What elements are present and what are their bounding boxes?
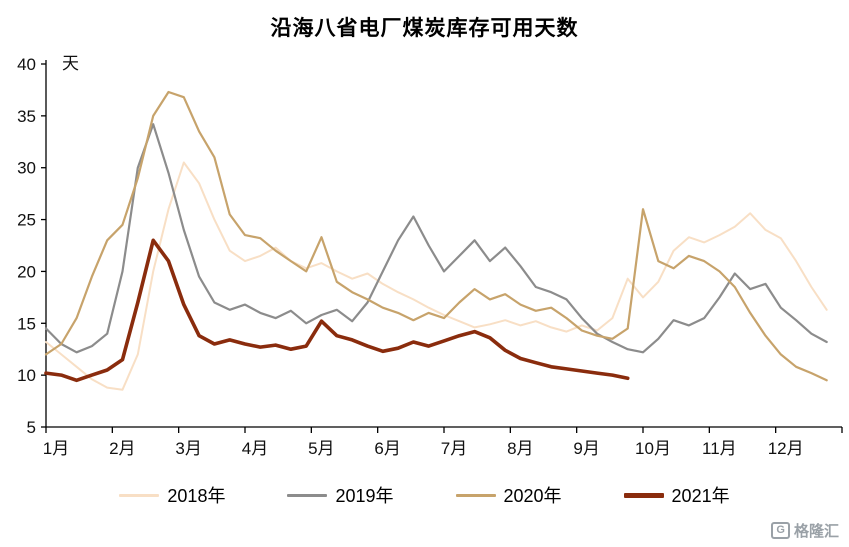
gelonghui-logo-text: 格隆汇 bbox=[793, 523, 839, 540]
legend-label: 2019年 bbox=[335, 486, 394, 506]
series-line-2021年 bbox=[44, 238, 630, 383]
legend-item-2019年: 2019年 bbox=[287, 482, 394, 508]
x-tick-label: 6月 bbox=[374, 439, 400, 458]
x-tick-label: 12月 bbox=[768, 439, 804, 458]
y-tick-label: 40 bbox=[17, 55, 36, 74]
y-tick-label: 25 bbox=[17, 211, 36, 230]
y-axis-unit-label: 天 bbox=[62, 54, 79, 73]
y-tick-label: 5 bbox=[27, 418, 36, 437]
x-tick-label: 5月 bbox=[308, 439, 334, 458]
legend-label: 2018年 bbox=[167, 486, 226, 506]
series-line-2020年 bbox=[44, 90, 828, 382]
legend-item-2020年: 2020年 bbox=[455, 482, 562, 508]
legend-swatch bbox=[455, 493, 496, 497]
y-tick-label: 35 bbox=[17, 107, 36, 126]
y-tick-label: 30 bbox=[17, 159, 36, 178]
y-tick-label: 15 bbox=[17, 314, 36, 333]
chart-legend: 2018年 2019年 2020年 2021年 bbox=[0, 482, 849, 508]
legend-swatch bbox=[623, 492, 664, 498]
x-tick-label: 1月 bbox=[43, 439, 69, 458]
chart-title: 沿海八省电厂煤炭库存可用天数 bbox=[270, 17, 579, 40]
legend-item-2021年: 2021年 bbox=[623, 482, 730, 508]
x-tick-label: 2月 bbox=[109, 439, 135, 458]
legend-label: 2021年 bbox=[671, 486, 730, 506]
x-tick-label: 8月 bbox=[507, 439, 533, 458]
x-tick-label: 3月 bbox=[175, 439, 201, 458]
legend-swatch bbox=[119, 493, 160, 497]
legend-swatch bbox=[287, 493, 328, 497]
legend-item-2018年: 2018年 bbox=[119, 482, 225, 508]
y-tick-label: 20 bbox=[17, 262, 36, 281]
x-tick-label: 4月 bbox=[242, 439, 268, 458]
x-tick-label: 9月 bbox=[573, 439, 599, 458]
series-line-2018年 bbox=[45, 161, 828, 391]
y-tick-label: 10 bbox=[17, 366, 36, 385]
gelonghui-logo-icon: G bbox=[771, 522, 790, 539]
series-line-2019年 bbox=[44, 123, 828, 354]
legend-label: 2020年 bbox=[503, 486, 562, 506]
gelonghui-logo: G 格隆汇 bbox=[771, 520, 839, 541]
coal-inventory-line-chart: 5 10 15 20 25 30 35 40 天 1月 2月 3月 4月 5月 6月 7月 8月 9月 10月 11月… bbox=[17, 54, 843, 458]
x-tick-label: 11月 bbox=[702, 439, 737, 458]
x-tick-label: 7月 bbox=[441, 439, 467, 458]
x-tick-label: 10月 bbox=[635, 439, 671, 458]
